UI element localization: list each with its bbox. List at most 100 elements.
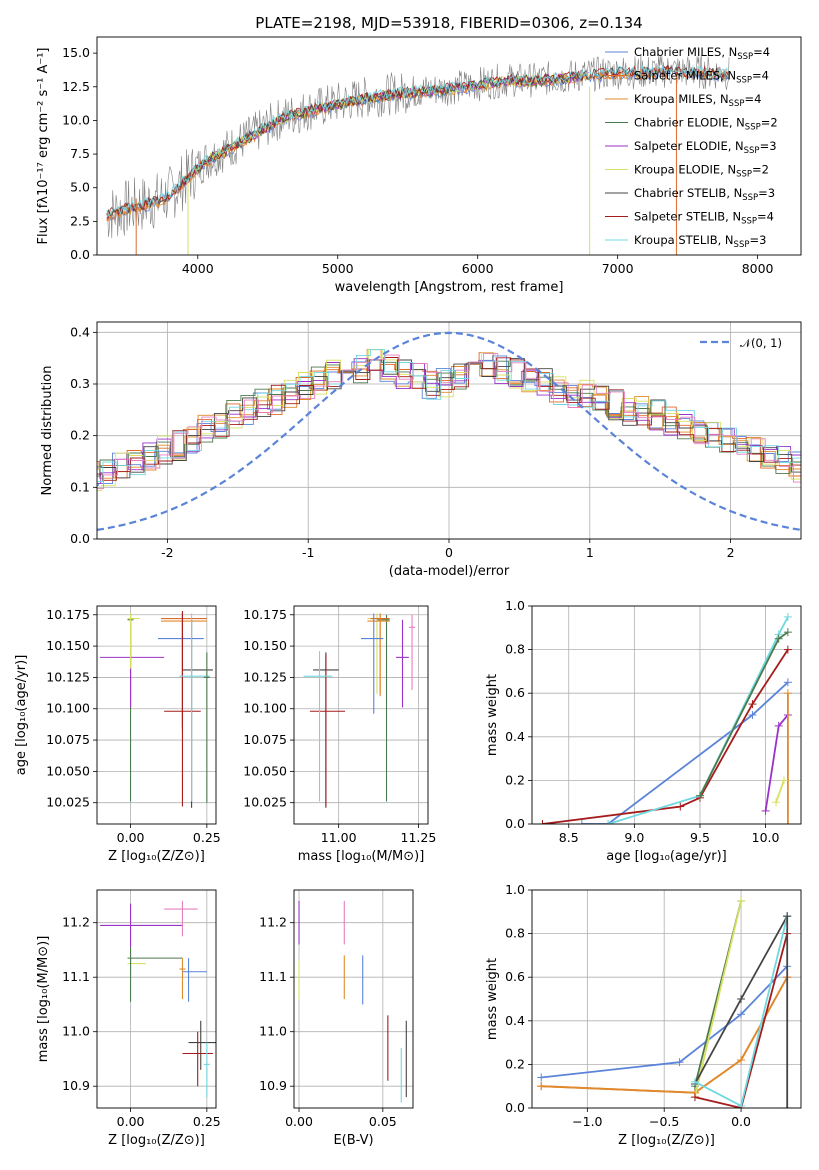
y-tick-label: 10.125 (243, 669, 287, 684)
y-tick-label: 10.050 (46, 763, 90, 778)
residual-histogram-step (97, 348, 801, 482)
y-tick-label: 5.0 (70, 180, 90, 195)
chart-title: PLATE=2198, MJD=53918, FIBERID=0306, z=0… (255, 14, 642, 32)
error-bar-point (127, 613, 140, 669)
y-tick-label: 11.0 (259, 1024, 287, 1039)
y-axis-label: Flux [fλ10⁻¹⁷ erg cm⁻² s⁻¹ A⁻¹] (36, 48, 51, 245)
error-bar-point (182, 1031, 213, 1087)
y-tick-label: 0.0 (70, 531, 90, 546)
residual-histogram-step (97, 355, 801, 486)
y-tick-label: 0.1 (70, 479, 90, 494)
plus-marker (737, 1056, 746, 1065)
x-tick-label: 0.00 (117, 830, 145, 845)
plus-marker (577, 820, 586, 824)
error-bar-point (127, 947, 183, 1002)
error-bar-point (203, 652, 210, 803)
plus-marker (783, 678, 792, 687)
error-bar-point (164, 611, 201, 807)
mass-vs-z-panel: 0.00 0.25 10.9 11.0 11.1 11.2 Z [log₁₀(Z/Z⊙)] m… (36, 889, 221, 1148)
error-bar-point (100, 619, 165, 708)
legend: 𝒩(0, 1) (700, 336, 782, 350)
y-tick-label: 0.4 (70, 324, 90, 339)
plus-marker (737, 896, 746, 905)
plus-marker (761, 806, 770, 815)
x-axis-label: E(B-V) (333, 1133, 373, 1148)
y-tick-label: 1.0 (505, 598, 525, 613)
mass-weight-line (694, 900, 742, 1098)
error-bar-point (309, 654, 346, 807)
y-tick-label: 0.8 (505, 926, 525, 941)
x-axis-label: age [log₁₀(age/yr)] (606, 849, 727, 864)
error-bar-point (182, 619, 213, 808)
plus-marker (774, 721, 783, 730)
y-tick-label: 11.0 (62, 1024, 90, 1039)
x-axis-label: Z [log₁₀(Z/Z⊙)] (618, 1133, 715, 1148)
legend-label: Kroupa STELIB, NSSP=3 (634, 233, 766, 250)
x-tick-label: 0.00 (117, 1114, 145, 1129)
error-bar-point (396, 619, 409, 708)
plus-marker (737, 1010, 746, 1019)
residual-histogram-step (97, 359, 801, 477)
error-bar-point (408, 614, 416, 690)
y-tick-label: 10.150 (46, 638, 90, 653)
y-tick-label: 0.2 (505, 772, 525, 787)
x-tick-label: 8000 (742, 261, 774, 276)
x-tick-label: 0 (445, 545, 453, 560)
error-bar-point (161, 613, 207, 732)
y-tick-label: 2.5 (70, 213, 90, 228)
x-tick-label: 6000 (462, 261, 494, 276)
legend-label: Salpeter MILES, NSSP=4 (634, 69, 769, 86)
y-tick-label: 7.5 (70, 146, 90, 161)
error-bar-point (376, 614, 390, 802)
plus-marker (748, 700, 757, 709)
spectrum-panel: 4000 5000 6000 7000 8000 0.0 2.5 5.0 7.5 10.0 12.5… (36, 14, 802, 295)
plus-marker (737, 1101, 746, 1108)
x-tick-label: 0.05 (369, 1114, 397, 1129)
x-tick-label: −0.5 (649, 1114, 679, 1129)
plus-marker (676, 802, 685, 811)
normal-curve-line (97, 331, 801, 531)
legend-label: Kroupa MILES, NSSP=4 (634, 92, 761, 109)
x-tick-label: 0.0 (731, 1114, 751, 1129)
y-tick-label: 11.2 (62, 915, 90, 930)
x-tick-label: 2 (727, 545, 735, 560)
plus-marker (783, 612, 792, 621)
error-bar-point (164, 900, 198, 937)
y-tick-label: 10.100 (243, 701, 287, 716)
y-tick-label: 0.4 (505, 1013, 525, 1028)
x-tick-label: 0.25 (193, 830, 221, 845)
y-tick-label: 10.100 (46, 701, 90, 716)
axes-frame (293, 889, 414, 1109)
x-tick-label: 8.5 (559, 830, 579, 845)
x-tick-label: 5000 (322, 261, 354, 276)
x-axis-label: (data-model)/error (389, 564, 510, 579)
x-tick-label: 0.00 (285, 1114, 313, 1129)
y-tick-label: 0.4 (505, 729, 525, 744)
x-tick-label: 10.0 (752, 830, 780, 845)
mass-weight-line (775, 780, 785, 803)
residual-histogram-step (97, 357, 801, 479)
legend-label: Kroupa ELODIE, NSSP=2 (634, 163, 769, 180)
y-tick-label: 0.6 (505, 969, 525, 984)
age-vs-mass-panel: 11.00 11.25 10.025 10.050 10.075 10.100 10.125… (243, 605, 436, 864)
y-tick-label: 10.125 (46, 669, 90, 684)
error-bar-point (179, 613, 210, 802)
plus-marker (748, 711, 757, 719)
y-tick-label: 0.0 (70, 247, 90, 262)
error-bar-point (361, 613, 384, 714)
legend-label: 𝒩(0, 1) (740, 336, 782, 350)
axes-frame (531, 605, 802, 825)
y-axis-label: Normed distribution (40, 366, 55, 496)
plus-marker (783, 645, 792, 654)
y-axis-label: mass [log₁₀(M/M⊙)] (36, 936, 51, 1063)
plus-marker (772, 798, 781, 807)
axes-frame (96, 889, 217, 1109)
y-tick-label: 10.025 (46, 795, 90, 810)
axes-frame (96, 605, 217, 825)
plus-marker (538, 820, 547, 824)
plus-marker (774, 634, 783, 643)
x-tick-label: 9.5 (690, 830, 710, 845)
y-tick-label: 10.075 (243, 732, 287, 747)
y-tick-label: 10.9 (259, 1078, 287, 1093)
